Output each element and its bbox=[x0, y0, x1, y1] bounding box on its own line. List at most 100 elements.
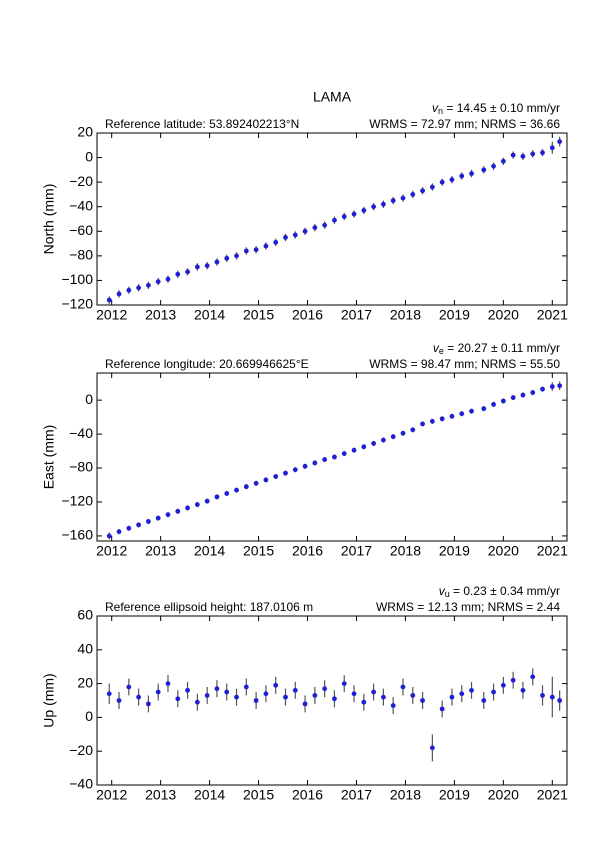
x-tick-label: 2021 bbox=[537, 787, 568, 803]
data-point bbox=[459, 691, 465, 697]
data-point bbox=[214, 494, 220, 500]
data-point bbox=[410, 427, 416, 433]
y-tick-label: −60 bbox=[69, 222, 93, 238]
data-point bbox=[491, 401, 496, 407]
data-point bbox=[500, 158, 506, 164]
data-point bbox=[292, 467, 298, 473]
stats-label: WRMS = 98.47 mm; NRMS = 55.50 bbox=[369, 357, 560, 371]
data-point bbox=[491, 163, 496, 169]
data-point bbox=[361, 699, 367, 705]
x-tick-label: 2014 bbox=[194, 543, 225, 559]
data-point bbox=[146, 282, 151, 288]
x-tick-label: 2012 bbox=[96, 543, 127, 559]
data-point bbox=[390, 703, 396, 708]
data-point bbox=[116, 698, 122, 703]
reference-label: Reference latitude: 53.892402213°N bbox=[105, 117, 299, 131]
data-point bbox=[155, 689, 161, 695]
data-point bbox=[400, 195, 406, 201]
data-point bbox=[253, 698, 259, 703]
data-point bbox=[283, 470, 288, 476]
y-axis-label: North (mm) bbox=[41, 184, 57, 255]
data-point bbox=[204, 693, 210, 698]
y-tick-label: 20 bbox=[77, 124, 93, 140]
data-point bbox=[322, 222, 328, 228]
data-point bbox=[312, 693, 318, 698]
data-point bbox=[420, 421, 425, 427]
y-tick-label: 0 bbox=[85, 148, 93, 164]
y-tick-label: −40 bbox=[69, 776, 93, 792]
y-tick-label: −80 bbox=[69, 247, 93, 263]
data-point bbox=[549, 145, 555, 151]
x-tick-label: 2016 bbox=[292, 787, 323, 803]
data-point bbox=[322, 686, 328, 692]
data-point bbox=[449, 694, 455, 700]
rate-label: vu = 0.23 ± 0.34 mm/yr bbox=[439, 584, 560, 599]
data-point bbox=[263, 243, 269, 249]
data-point bbox=[194, 264, 200, 270]
data-point bbox=[400, 684, 406, 690]
data-point bbox=[292, 687, 298, 693]
data-point bbox=[136, 285, 142, 291]
data-point bbox=[302, 701, 308, 707]
data-point bbox=[136, 522, 142, 528]
data-point bbox=[224, 255, 230, 261]
y-tick-label: −120 bbox=[61, 296, 93, 312]
data-point bbox=[530, 674, 536, 680]
rate-text: = 0.23 ± 0.34 mm/yr bbox=[450, 584, 560, 598]
data-point bbox=[204, 498, 210, 504]
data-point bbox=[361, 208, 367, 213]
data-point bbox=[155, 515, 161, 521]
plot-frame bbox=[96, 615, 568, 786]
data-point bbox=[106, 533, 112, 539]
data-point bbox=[429, 184, 435, 190]
reference-label: Reference ellipsoid height: 187.0106 m bbox=[105, 600, 313, 614]
data-point bbox=[175, 696, 181, 702]
data-point bbox=[273, 682, 279, 688]
data-point bbox=[165, 512, 171, 518]
data-point bbox=[557, 698, 563, 703]
data-point bbox=[253, 247, 259, 253]
rate-symbol: v bbox=[439, 584, 446, 598]
data-point bbox=[500, 398, 506, 404]
data-point bbox=[439, 179, 445, 185]
data-point bbox=[459, 411, 465, 417]
x-tick-label: 2015 bbox=[243, 543, 274, 559]
data-point bbox=[410, 693, 416, 698]
x-tick-label: 2018 bbox=[390, 543, 421, 559]
data-point bbox=[400, 430, 406, 436]
data-point bbox=[332, 696, 337, 702]
x-tick-label: 2018 bbox=[390, 787, 421, 803]
data-point bbox=[126, 684, 132, 690]
data-point bbox=[540, 693, 545, 698]
data-point bbox=[263, 477, 269, 483]
data-point bbox=[283, 235, 288, 240]
data-point bbox=[146, 519, 151, 524]
data-point bbox=[361, 444, 367, 450]
data-point bbox=[302, 463, 308, 469]
x-tick-label: 2019 bbox=[439, 787, 470, 803]
x-tick-label: 2012 bbox=[96, 787, 127, 803]
data-point bbox=[185, 269, 190, 275]
data-point bbox=[520, 153, 526, 159]
data-point bbox=[469, 171, 474, 176]
x-tick-label: 2020 bbox=[488, 787, 519, 803]
rate-label: vn = 14.45 ± 0.10 mm/yr bbox=[432, 101, 560, 116]
x-tick-label: 2015 bbox=[243, 307, 274, 323]
data-point bbox=[185, 687, 190, 693]
x-tick-label: 2012 bbox=[96, 307, 127, 323]
data-point bbox=[491, 689, 496, 695]
data-point bbox=[116, 291, 122, 297]
stats-label: WRMS = 12.13 mm; NRMS = 2.44 bbox=[376, 600, 560, 614]
data-point bbox=[224, 491, 230, 496]
data-point bbox=[549, 694, 555, 700]
data-point bbox=[557, 383, 563, 389]
data-point bbox=[165, 276, 171, 282]
data-point bbox=[371, 689, 377, 695]
rate-subscript: u bbox=[445, 589, 450, 599]
x-tick-label: 2014 bbox=[194, 307, 225, 323]
data-point bbox=[449, 177, 455, 183]
y-axis-label: East (mm) bbox=[41, 425, 57, 490]
rate-symbol: v bbox=[432, 101, 439, 115]
y-tick-label: −40 bbox=[69, 197, 93, 213]
